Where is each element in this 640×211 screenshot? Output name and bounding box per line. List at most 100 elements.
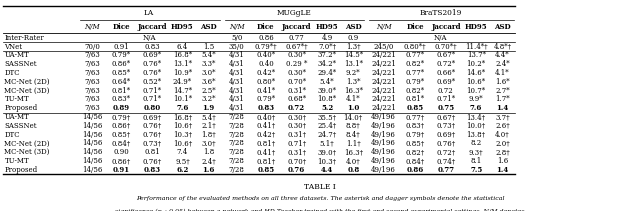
Text: 0.79*†: 0.79*† <box>255 43 277 51</box>
Text: 0.82†: 0.82† <box>405 148 425 156</box>
Text: 0.77†: 0.77† <box>405 113 425 121</box>
Text: 0.80*†: 0.80*† <box>404 43 426 51</box>
Text: N/M: N/M <box>229 23 244 31</box>
Text: 0.71*: 0.71* <box>143 87 161 95</box>
Text: 7.6: 7.6 <box>470 104 483 112</box>
Text: 0.69*: 0.69* <box>143 51 161 60</box>
Text: 7/63: 7/63 <box>84 69 100 77</box>
Text: 10.9*: 10.9* <box>173 69 192 77</box>
Text: SASSNet: SASSNet <box>4 122 37 130</box>
Text: HD95: HD95 <box>465 23 488 31</box>
Text: 3.2*: 3.2* <box>202 95 216 103</box>
Text: 14.5*: 14.5* <box>344 51 363 60</box>
Text: 0.9: 0.9 <box>348 34 359 42</box>
Text: 0.81†: 0.81† <box>256 157 276 165</box>
Text: 4.9: 4.9 <box>321 34 333 42</box>
Text: 0.31†: 0.31† <box>287 131 306 139</box>
Text: 0.67†: 0.67† <box>436 113 456 121</box>
Text: 6.4: 6.4 <box>177 43 188 51</box>
Text: 0.42*: 0.42* <box>257 69 275 77</box>
Text: 49/196: 49/196 <box>371 113 396 121</box>
Text: 0.73†: 0.73† <box>436 122 455 130</box>
Text: 0.69†: 0.69† <box>142 113 162 121</box>
Text: 7/28: 7/28 <box>229 157 244 165</box>
Text: 13.1*: 13.1* <box>344 60 363 68</box>
Text: 0.70*†: 0.70*† <box>435 43 457 51</box>
Text: 1.4: 1.4 <box>496 104 509 112</box>
Text: 0.30*: 0.30* <box>287 69 306 77</box>
Text: 9.3†: 9.3† <box>469 148 483 156</box>
Text: 0.86†: 0.86† <box>111 157 131 165</box>
Text: 16.8†: 16.8† <box>173 113 192 121</box>
Text: 7/28: 7/28 <box>229 113 244 121</box>
Text: 7.0*†: 7.0*† <box>318 43 336 51</box>
Text: MC-Net (3D): MC-Net (3D) <box>4 87 50 95</box>
Text: Performance of the evaluated methods on all three datasets. The asterisk and dag: Performance of the evaluated methods on … <box>136 196 504 201</box>
Text: 10.3†: 10.3† <box>317 157 337 165</box>
Text: 14.7*: 14.7* <box>173 87 192 95</box>
Text: 0.68*: 0.68* <box>287 95 306 103</box>
Text: TABLE I: TABLE I <box>304 183 336 191</box>
Text: 0.76*: 0.76* <box>143 60 161 68</box>
Text: 9.5†: 9.5† <box>175 157 190 165</box>
Text: 0.81: 0.81 <box>144 148 160 156</box>
Text: 0.64*: 0.64* <box>112 78 131 86</box>
Text: 24/221: 24/221 <box>371 78 396 86</box>
Text: 7.6: 7.6 <box>176 104 189 112</box>
Text: 0.84†: 0.84† <box>111 139 131 147</box>
Text: 24.7†: 24.7† <box>317 131 337 139</box>
Text: Proposed: Proposed <box>4 104 38 112</box>
Text: 0.76†: 0.76† <box>142 131 162 139</box>
Text: 1.6*: 1.6* <box>495 78 509 86</box>
Text: 0.77*: 0.77* <box>406 69 424 77</box>
Text: 1.9: 1.9 <box>202 104 215 112</box>
Text: TU-MT: TU-MT <box>4 95 29 103</box>
Text: 0.74†: 0.74† <box>436 157 456 165</box>
Text: DTC: DTC <box>4 131 20 139</box>
Text: LA: LA <box>144 9 154 17</box>
Text: 10.2*: 10.2* <box>467 60 486 68</box>
Text: 9.9*: 9.9* <box>469 95 483 103</box>
Text: 0.80*: 0.80* <box>257 78 275 86</box>
Text: 1.0: 1.0 <box>347 104 360 112</box>
Text: 0.90: 0.90 <box>113 148 129 156</box>
Text: 10.1*: 10.1* <box>173 95 192 103</box>
Text: 0.77: 0.77 <box>437 166 454 174</box>
Text: 1.7*: 1.7* <box>495 95 509 103</box>
Text: 2.7*: 2.7* <box>495 87 509 95</box>
Text: HD95: HD95 <box>171 23 194 31</box>
Text: 0.73†: 0.73† <box>143 139 161 147</box>
Text: 39.0†: 39.0† <box>317 148 337 156</box>
Text: 0.29 *: 0.29 * <box>286 60 307 68</box>
Text: 0.91: 0.91 <box>113 166 130 174</box>
Text: 4.4*: 4.4* <box>495 51 509 60</box>
Text: 4/31: 4/31 <box>229 95 244 103</box>
Text: 1.5: 1.5 <box>203 43 214 51</box>
Text: 4/31: 4/31 <box>229 69 244 77</box>
Text: 4/31: 4/31 <box>229 87 244 95</box>
Text: TU-MT: TU-MT <box>4 157 29 165</box>
Text: ASD: ASD <box>494 23 511 31</box>
Text: 13.4†: 13.4† <box>467 113 486 121</box>
Text: 24/221: 24/221 <box>371 51 396 60</box>
Text: 0.41*: 0.41* <box>257 87 275 95</box>
Text: 7/63: 7/63 <box>84 60 100 68</box>
Text: 0.30†: 0.30† <box>287 113 306 121</box>
Text: 2.8†: 2.8† <box>495 148 510 156</box>
Text: 4.4: 4.4 <box>321 166 333 174</box>
Text: 4/31: 4/31 <box>229 78 244 86</box>
Text: 7/63: 7/63 <box>84 51 100 60</box>
Text: 34.2*: 34.2* <box>317 60 337 68</box>
Text: 0.70*: 0.70* <box>287 78 306 86</box>
Text: ASD: ASD <box>345 23 362 31</box>
Text: 0.82*: 0.82* <box>406 87 424 95</box>
Text: 8.1: 8.1 <box>470 157 482 165</box>
Text: 0.40: 0.40 <box>258 60 274 68</box>
Text: 0.85*: 0.85* <box>112 69 131 77</box>
Text: 0.40*: 0.40* <box>257 51 275 60</box>
Text: 14/56: 14/56 <box>82 157 102 165</box>
Text: 7.5: 7.5 <box>470 166 483 174</box>
Text: 0.67*: 0.67* <box>436 51 455 60</box>
Text: 0.69†: 0.69† <box>436 131 456 139</box>
Text: 0.85: 0.85 <box>406 104 424 112</box>
